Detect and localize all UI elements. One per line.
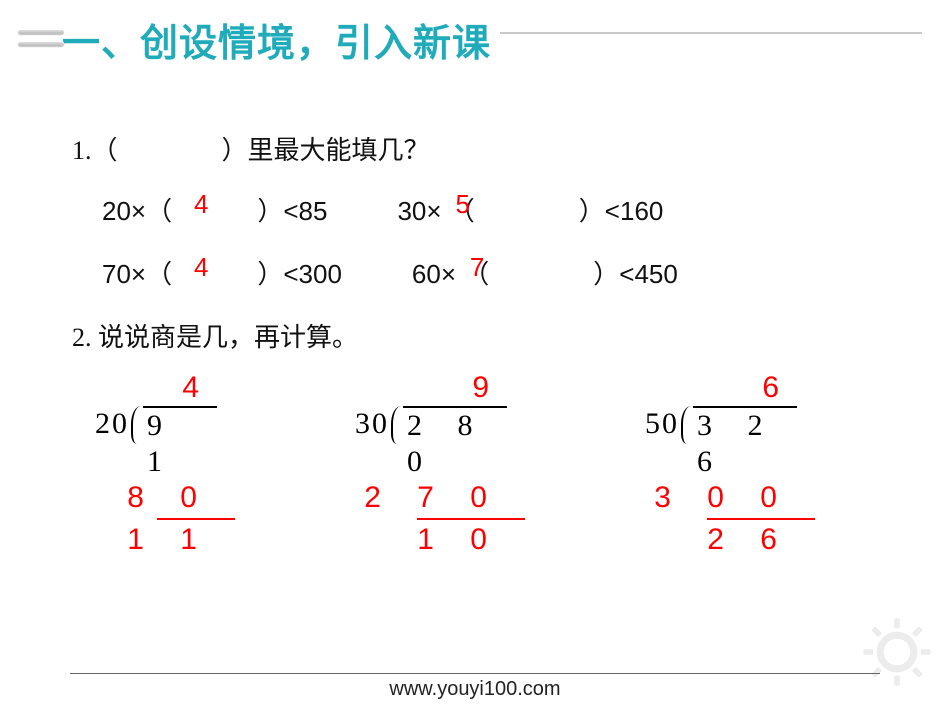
- divisor: 30: [355, 406, 391, 442]
- dividend: 3 2 6: [693, 406, 797, 480]
- footer-rule: [70, 673, 880, 674]
- rule-red: [157, 518, 235, 520]
- long-division: 6 50 3 2 6 3 0 0 2 6: [645, 370, 815, 558]
- answer-value: 5: [455, 189, 469, 220]
- quotient: 9: [355, 370, 505, 406]
- fill-item: 60× 7 （ ）<450: [412, 254, 678, 291]
- subtract-line: 2 7 0: [355, 480, 505, 516]
- remainder: 1 1: [95, 522, 215, 558]
- binder-rings-icon: [14, 20, 70, 60]
- quotient: 6: [645, 370, 795, 406]
- long-division: 4 20 9 1 8 0 1 1: [95, 370, 235, 558]
- dividend: 9 1: [143, 406, 217, 480]
- subtract-line: 8 0: [95, 480, 215, 516]
- fill-item: 70×（ 4 ）<300: [102, 254, 342, 291]
- divisor: 50: [645, 406, 681, 442]
- subtract-line: 3 0 0: [645, 480, 795, 516]
- fill-in-grid: 20×（ 4 ）<85 30× 5 （ ）<160 70×（ 4 ）<300 6…: [102, 191, 910, 291]
- quotient: 4: [95, 370, 215, 406]
- question-1-prompt: 1.（ ）里最大能填几？: [72, 130, 910, 167]
- heading-rule: [500, 32, 922, 34]
- remainder: 2 6: [645, 522, 795, 558]
- expr-left: 30×: [397, 196, 441, 226]
- fill-row: 70×（ 4 ）<300 60× 7 （ ）<450: [102, 254, 910, 291]
- slide-footer: www.youyi100.com: [0, 673, 950, 701]
- long-division: 9 30 2 8 0 2 7 0 1 0: [355, 370, 525, 558]
- footer-url: www.youyi100.com: [0, 678, 950, 701]
- answer-value: 4: [194, 252, 208, 283]
- expr-left: 20×（: [102, 196, 172, 226]
- slide-heading: 一、创设情境，引入新课: [14, 12, 491, 67]
- answer-value: 7: [470, 252, 484, 283]
- remainder: 1 0: [355, 522, 505, 558]
- long-division-group: 4 20 9 1 8 0 1 1 9 30 2 8 0 2 7 0 1 0 6 …: [95, 370, 815, 558]
- rule-red: [417, 518, 525, 520]
- fill-item: 30× 5 （ ）<160: [397, 191, 663, 228]
- expr-right: （ ）<160: [449, 196, 664, 226]
- question-2-prompt: 2. 说说商是几，再计算。: [72, 317, 910, 354]
- expr-left: 60×: [412, 259, 456, 289]
- divisor: 20: [95, 406, 131, 442]
- slide-content: 1.（ ）里最大能填几？ 20×（ 4 ）<85 30× 5 （ ）<160 7…: [72, 130, 910, 354]
- answer-value: 4: [194, 189, 208, 220]
- rule-red: [707, 518, 815, 520]
- division-bracket-icon: [681, 406, 695, 444]
- division-bracket-icon: [131, 406, 145, 444]
- fill-row: 20×（ 4 ）<85 30× 5 （ ）<160: [102, 191, 910, 228]
- fill-item: 20×（ 4 ）<85: [102, 191, 327, 228]
- expr-right: （ ）<450: [463, 259, 678, 289]
- dividend: 2 8 0: [403, 406, 507, 480]
- heading-text: 一、创设情境，引入新课: [62, 12, 491, 67]
- division-bracket-icon: [391, 406, 405, 444]
- expr-left: 70×（: [102, 259, 172, 289]
